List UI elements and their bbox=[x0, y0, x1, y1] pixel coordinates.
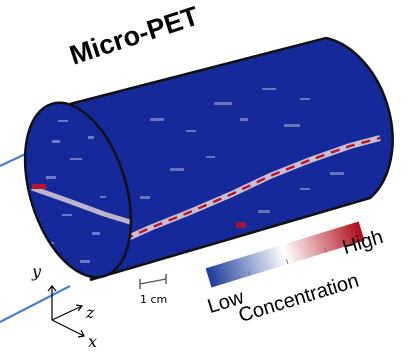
cylinder-cap bbox=[23, 101, 133, 279]
scale-bar-label: 1 cm bbox=[140, 293, 168, 306]
cap-speckles bbox=[31, 120, 131, 263]
axis-x-label: x bbox=[88, 332, 98, 351]
axis-triad bbox=[47, 285, 85, 338]
beam-line-lower bbox=[0, 285, 71, 323]
colorbar bbox=[205, 221, 365, 288]
axis-y-label: y bbox=[32, 262, 42, 281]
colorbar-gradient bbox=[205, 221, 365, 288]
body-speckles bbox=[108, 88, 381, 249]
scale-bar bbox=[139, 274, 167, 289]
cylinder-body bbox=[69, 36, 394, 282]
axis-z-label: z bbox=[86, 303, 95, 322]
